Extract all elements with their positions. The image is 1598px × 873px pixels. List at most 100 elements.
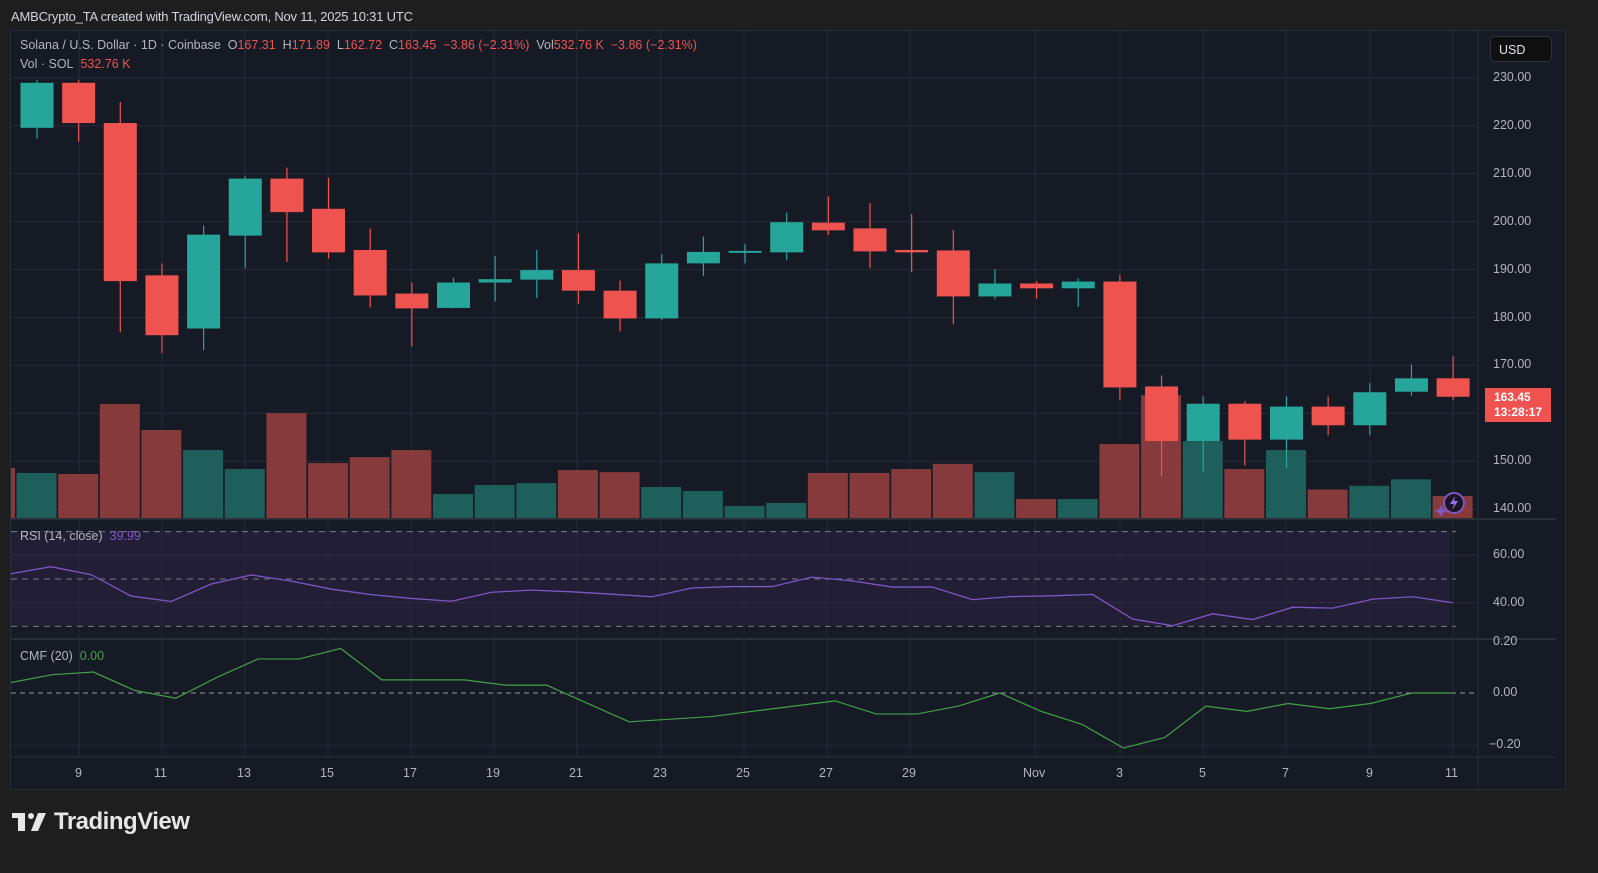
volume-bar: [932, 463, 973, 518]
volume-bar: [1307, 489, 1348, 518]
volume-bar: [1224, 469, 1265, 518]
candle-body: [103, 123, 137, 282]
candle-body: [1270, 406, 1303, 440]
open-value: 167.31: [237, 38, 276, 52]
volume-bar: [474, 484, 515, 518]
currency-button[interactable]: USD: [1490, 36, 1552, 62]
rsi-title[interactable]: RSI (14, close): [20, 529, 103, 543]
candle-body: [1311, 406, 1345, 426]
volume-bar: [1099, 444, 1140, 518]
volume-bar: [308, 463, 349, 518]
chart-frame: [10, 30, 1566, 790]
candle-body: [20, 82, 54, 128]
volume-bar: [224, 469, 265, 518]
candle-body: [1228, 403, 1262, 440]
time-axis-label: 27: [819, 766, 833, 780]
time-axis-label: 9: [1366, 766, 1373, 780]
rsi-line: [10, 566, 1454, 627]
volume-bar: [557, 470, 598, 518]
time-axis-label: 11: [154, 766, 167, 780]
cmf-axis-label: 0.20: [1493, 634, 1518, 648]
candle-body: [853, 228, 887, 252]
price-axis-label: 180.00: [1493, 309, 1532, 324]
candle-body: [728, 250, 762, 253]
rsi-value: 39.99: [109, 529, 141, 543]
symbol-legend: Solana / U.S. Dollar · 1D · Coinbase O16…: [20, 38, 697, 52]
volume-bar: [99, 404, 140, 518]
price-axis-label: 170.00: [1493, 357, 1532, 372]
cmf-axis-label: −0.20: [1489, 737, 1521, 752]
candle-body: [978, 283, 1012, 297]
candle-body: [353, 249, 387, 296]
volume-bar: [1016, 499, 1057, 518]
close-value: 163.45: [398, 38, 437, 52]
tradingview-logo-icon: [12, 813, 46, 831]
price-axis-label: 150.00: [1493, 453, 1532, 468]
volume-bar: [682, 490, 723, 518]
time-axis-label: 23: [653, 766, 667, 780]
candle-body: [520, 270, 554, 280]
candle-body: [1186, 403, 1220, 442]
candle-body: [145, 275, 179, 336]
time-axis-label: 11: [1445, 766, 1458, 780]
volume-change: −3.86 (−2.31%): [610, 38, 697, 52]
rsi-legend: RSI (14, close) 39.99: [20, 529, 141, 543]
volume-bar: [1349, 485, 1390, 518]
candle-body: [437, 282, 470, 308]
candle-body: [1020, 283, 1054, 289]
volume-bar: [974, 472, 1015, 518]
volume-bar: [1057, 499, 1098, 518]
time-axis-label: 3: [1116, 766, 1123, 780]
volume-bar: [433, 494, 473, 518]
time-axis-label: 9: [75, 766, 82, 780]
candle-body: [1394, 378, 1428, 392]
cmf-line: [10, 647, 1453, 749]
volume-bar: [391, 450, 432, 518]
rsi-axis-label: 60.00: [1493, 547, 1525, 562]
candle-body: [811, 222, 845, 231]
symbol-title[interactable]: Solana / U.S. Dollar · 1D · Coinbase: [20, 38, 221, 52]
candle-body: [1353, 392, 1387, 426]
price-axis-label: 230.00: [1493, 70, 1532, 84]
candle-body: [395, 293, 429, 309]
volume-legend-value: 532.76 K: [80, 57, 131, 71]
time-axis-label: 21: [569, 766, 583, 780]
time-axis-label: 5: [1199, 766, 1206, 780]
tradingview-logo[interactable]: TradingView: [12, 808, 190, 836]
volume-bar: [724, 506, 765, 518]
chart-attribution: AMBCrypto_TA created with TradingView.co…: [11, 9, 413, 24]
volume-bar: [766, 502, 807, 518]
candle-body: [270, 178, 304, 213]
candle-body: [62, 82, 96, 124]
cmf-title[interactable]: CMF (20): [20, 649, 73, 663]
time-axis-label: 17: [403, 766, 417, 780]
volume-legend: Vol · SOL 532.76 K: [20, 57, 131, 71]
price-axis-label: 200.00: [1493, 213, 1532, 228]
time-axis-label: Nov: [1023, 766, 1046, 780]
change-value: −3.86 (−2.31%): [443, 38, 530, 52]
volume-bar: [891, 469, 932, 518]
time-axis-label: 19: [486, 766, 500, 780]
ai-assistant-icon[interactable]: [1434, 491, 1468, 522]
volume-bar: [516, 483, 557, 518]
candle-body: [1061, 281, 1095, 289]
candle-body: [561, 270, 595, 291]
cmf-axis-label: 0.00: [1493, 685, 1518, 699]
volume-bar: [599, 472, 640, 518]
cmf-value: 0.00: [79, 649, 105, 663]
volume-bar: [1390, 479, 1431, 518]
candle-body: [187, 234, 221, 329]
volume-bar: [141, 430, 182, 518]
candle-body: [686, 251, 720, 264]
candle-body: [895, 249, 929, 253]
candle-body: [603, 290, 637, 319]
volume-title[interactable]: Vol · SOL: [20, 57, 74, 71]
last-price: 163.45: [1494, 390, 1531, 404]
time-axis-label: 15: [320, 766, 334, 780]
time-axis-label: 29: [902, 766, 916, 780]
candle-body: [1103, 281, 1137, 388]
tradingview-brand: TradingView: [54, 808, 190, 835]
candle-body: [770, 222, 804, 253]
rsi-axis-label: 40.00: [1493, 594, 1525, 609]
